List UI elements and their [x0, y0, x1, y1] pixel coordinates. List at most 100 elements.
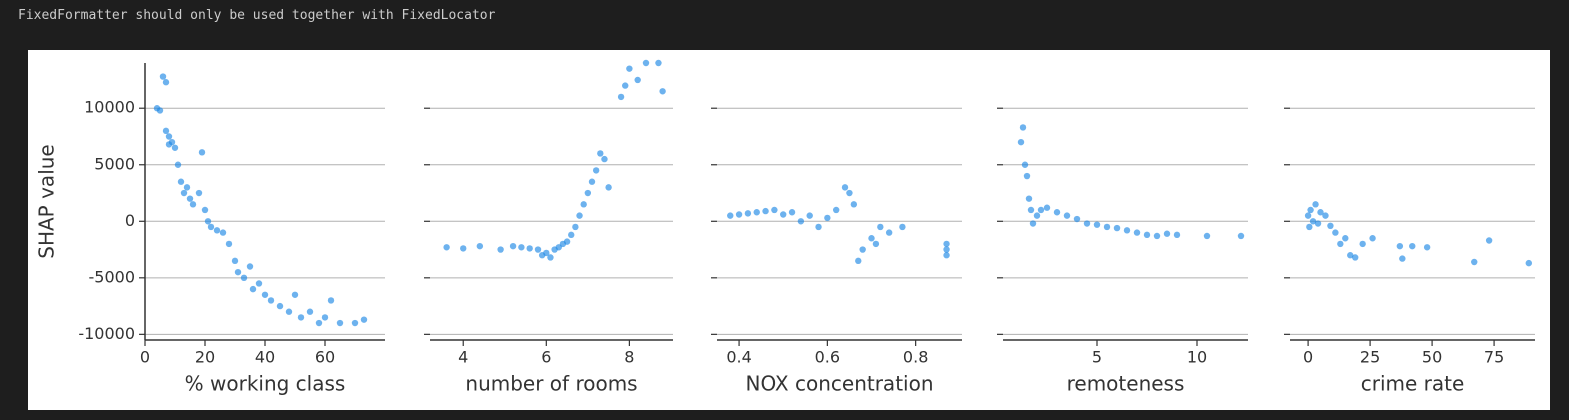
- point: [576, 212, 583, 219]
- point: [1306, 223, 1313, 231]
- x-axis-label: % working class: [185, 372, 346, 396]
- point: [1037, 206, 1045, 214]
- point: [1063, 212, 1071, 219]
- point: [321, 314, 329, 321]
- point: [1314, 220, 1322, 227]
- point: [1423, 244, 1431, 251]
- point: [634, 76, 641, 84]
- point: [872, 240, 880, 248]
- point: [255, 280, 263, 287]
- point: [497, 246, 504, 253]
- point: [360, 316, 368, 323]
- point: [189, 201, 197, 208]
- point: [1163, 230, 1171, 237]
- point: [1029, 220, 1037, 227]
- x-tick-label: 0.6: [815, 348, 840, 367]
- point: [246, 263, 254, 270]
- point: [1083, 220, 1091, 227]
- point: [1053, 209, 1061, 216]
- point: [1307, 206, 1314, 214]
- point: [159, 73, 167, 80]
- point: [846, 189, 853, 197]
- point: [1033, 212, 1041, 219]
- x-tick-label: 0: [1303, 348, 1313, 367]
- point: [327, 297, 335, 304]
- x-tick-label: 75: [1484, 348, 1504, 367]
- point: [622, 82, 629, 89]
- x-tick-label: 8: [624, 348, 634, 367]
- point: [1304, 212, 1312, 219]
- point: [460, 245, 467, 252]
- point: [285, 308, 293, 315]
- point: [180, 189, 188, 197]
- point: [943, 246, 950, 253]
- point: [476, 242, 484, 250]
- point: [1359, 240, 1366, 248]
- point: [899, 223, 906, 231]
- point: [219, 229, 227, 236]
- point: [1322, 212, 1329, 219]
- point: [162, 127, 170, 135]
- point: [597, 150, 604, 157]
- x-axis-label: number of rooms: [465, 372, 637, 396]
- point: [1143, 231, 1151, 239]
- warning-text: FixedFormatter should only be used toget…: [18, 8, 496, 23]
- point: [1103, 223, 1111, 231]
- point: [1525, 259, 1533, 267]
- point: [588, 178, 596, 185]
- point: [1021, 161, 1029, 168]
- point: [584, 189, 592, 197]
- point: [1019, 124, 1027, 131]
- point: [291, 291, 299, 298]
- point: [771, 206, 778, 214]
- point: [276, 302, 284, 310]
- y-tick-label: -10000: [78, 324, 135, 343]
- x-tick-label: 25: [1360, 348, 1380, 367]
- point: [1369, 235, 1376, 242]
- point: [1027, 206, 1035, 214]
- point: [204, 218, 212, 225]
- x-tick-label: 5: [1092, 348, 1102, 367]
- point: [744, 210, 752, 217]
- point: [592, 167, 600, 174]
- point: [198, 149, 206, 156]
- point: [885, 229, 893, 236]
- point: [642, 59, 650, 67]
- point: [655, 59, 662, 67]
- point: [1317, 209, 1324, 216]
- point: [1309, 218, 1317, 225]
- x-tick-label: 6: [541, 348, 551, 367]
- x-tick-label: 40: [255, 348, 275, 367]
- point: [1023, 172, 1031, 180]
- point: [1352, 254, 1359, 261]
- point: [1093, 221, 1101, 228]
- point: [231, 257, 239, 265]
- point: [780, 211, 787, 218]
- y-tick-label: 10000: [84, 98, 135, 117]
- point: [877, 223, 884, 231]
- point: [572, 223, 579, 231]
- point: [1017, 138, 1025, 146]
- point: [351, 319, 359, 327]
- point: [806, 212, 813, 219]
- point: [943, 240, 950, 248]
- point: [171, 144, 179, 151]
- point: [165, 133, 173, 140]
- point: [1485, 237, 1493, 244]
- point: [518, 244, 525, 251]
- x-tick-label: 0: [140, 348, 150, 367]
- x-tick-label: 0.8: [903, 348, 928, 367]
- y-tick-label: 5000: [94, 154, 135, 173]
- point: [1073, 215, 1081, 223]
- point: [156, 107, 164, 114]
- point: [1347, 252, 1354, 259]
- point: [261, 291, 269, 298]
- point: [868, 235, 875, 242]
- point: [1342, 235, 1349, 242]
- point: [234, 268, 242, 276]
- point: [753, 209, 760, 216]
- x-axis-label: crime rate: [1361, 372, 1465, 396]
- point: [605, 184, 612, 191]
